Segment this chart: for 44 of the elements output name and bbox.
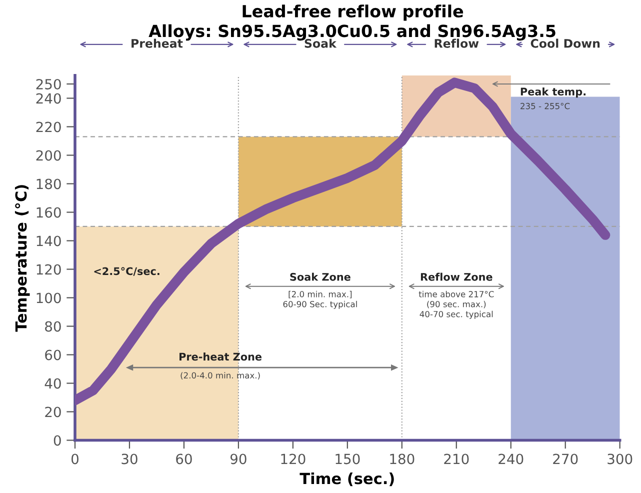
text: Soak xyxy=(304,38,337,48)
annotation: [2.0 min. max.] xyxy=(288,290,352,298)
y-tick-label: 120 xyxy=(36,264,61,275)
x-tick-label: 240 xyxy=(498,454,524,464)
annotation: Soak Zone xyxy=(290,272,350,281)
x-tick-label: 30 xyxy=(122,454,138,464)
text: Preheat xyxy=(132,38,183,48)
annotation: Peak temp. xyxy=(520,87,586,98)
x-tick-label: 180 xyxy=(390,454,414,464)
text: Cool Down xyxy=(530,38,600,48)
y-tick-label: 220 xyxy=(36,122,61,132)
x-axis-title: Time (sec.) xyxy=(300,472,394,486)
y-tick-label: 60 xyxy=(45,350,61,360)
annotation: <2.5°C/sec. xyxy=(94,267,160,276)
x-tick-label: 60 xyxy=(176,454,192,464)
annotation: 40-70 sec. typical xyxy=(420,310,493,319)
x-tick-label: 120 xyxy=(281,454,306,464)
x-tick-label: 300 xyxy=(608,454,632,464)
x-tick-label: 150 xyxy=(336,454,360,464)
x-tick-label: 0 xyxy=(71,454,78,464)
x-tick-label: 270 xyxy=(553,454,578,464)
x-tick-label: 210 xyxy=(444,454,469,464)
annotation: (90 sec. max.) xyxy=(427,300,486,308)
y-tick-label: 140 xyxy=(36,236,61,246)
y-tick-label: 40 xyxy=(44,378,61,389)
text: Reflow xyxy=(434,38,479,48)
y-tick-label: 20 xyxy=(45,406,61,418)
annotation: 60-90 Sec. typical xyxy=(283,300,357,309)
y-axis-title: Temperature (°C) xyxy=(14,185,30,332)
y-tick-label: 200 xyxy=(36,150,61,161)
y-tick-label: 100 xyxy=(36,292,61,304)
y-tick-label: 180 xyxy=(36,178,61,190)
y-tick-label: 160 xyxy=(36,207,61,218)
y-tick-label: 0 xyxy=(54,435,61,446)
x-tick-label: 90 xyxy=(230,454,246,464)
annotation: Reflow Zone xyxy=(420,272,492,281)
y-tick-label: 250 xyxy=(36,78,61,90)
y-tick-label: 80 xyxy=(45,321,61,332)
y-tick-label: 240 xyxy=(36,93,61,104)
annotation: Pre-heat Zone xyxy=(180,352,262,361)
annotation: (2.0-4.0 min. max.) xyxy=(180,372,260,380)
chart-title: Lead-free reflow profile xyxy=(242,4,464,21)
annotation: 235 - 255°C xyxy=(520,102,570,110)
annotation: time above 217°C xyxy=(418,290,494,298)
